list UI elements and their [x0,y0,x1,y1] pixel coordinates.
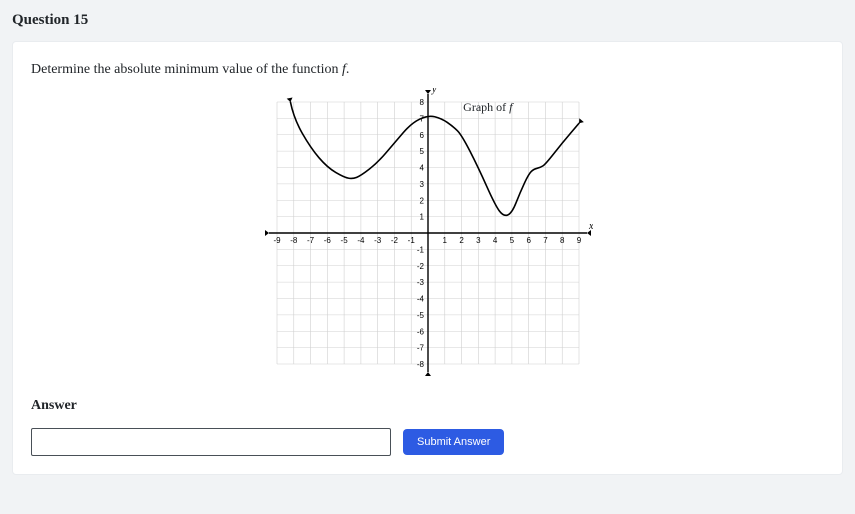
svg-text:1: 1 [419,213,424,222]
svg-text:7: 7 [543,236,548,245]
answer-label: Answer [31,398,824,414]
svg-text:-5: -5 [416,311,424,320]
svg-text:-8: -8 [290,236,298,245]
svg-text:-7: -7 [306,236,314,245]
svg-text:3: 3 [419,180,424,189]
prompt-text-post: . [346,62,350,77]
svg-text:-3: -3 [416,278,424,287]
svg-text:2: 2 [459,236,464,245]
svg-text:-2: -2 [416,262,424,271]
svg-text:6: 6 [526,236,531,245]
svg-text:-6: -6 [323,236,331,245]
svg-text:3: 3 [476,236,481,245]
question-card: Determine the absolute minimum value of … [12,41,843,475]
svg-text:-1: -1 [416,245,424,254]
svg-text:-5: -5 [340,236,348,245]
svg-text:8: 8 [559,236,564,245]
svg-text:y: y [431,88,437,95]
svg-text:2: 2 [419,196,424,205]
submit-button[interactable]: Submit Answer [403,429,504,455]
svg-text:-3: -3 [374,236,382,245]
svg-text:-6: -6 [416,327,424,336]
prompt-text-pre: Determine the absolute minimum value of … [31,62,342,77]
svg-text:-2: -2 [390,236,398,245]
svg-text:9: 9 [576,236,581,245]
graph-caption-pre: Graph of [463,100,509,114]
question-prompt: Determine the absolute minimum value of … [31,62,824,78]
graph-caption: Graph of f [463,100,512,115]
svg-text:6: 6 [419,131,424,140]
svg-text:-4: -4 [357,236,365,245]
svg-text:-1: -1 [407,236,415,245]
svg-text:-4: -4 [416,295,424,304]
question-number: Question 15 [12,12,843,29]
svg-text:8: 8 [419,98,424,107]
function-graph: xy-9-8-7-6-5-4-3-2-1123456789-8-7-6-5-4-… [263,88,593,378]
svg-text:-7: -7 [416,344,424,353]
svg-text:1: 1 [442,236,447,245]
svg-text:x: x [588,221,593,232]
answer-input[interactable] [31,428,391,456]
svg-text:4: 4 [492,236,497,245]
svg-text:-9: -9 [273,236,281,245]
svg-text:5: 5 [509,236,514,245]
svg-text:5: 5 [419,147,424,156]
graph-caption-f: f [509,100,512,114]
svg-text:4: 4 [419,164,424,173]
svg-text:-8: -8 [416,360,424,369]
